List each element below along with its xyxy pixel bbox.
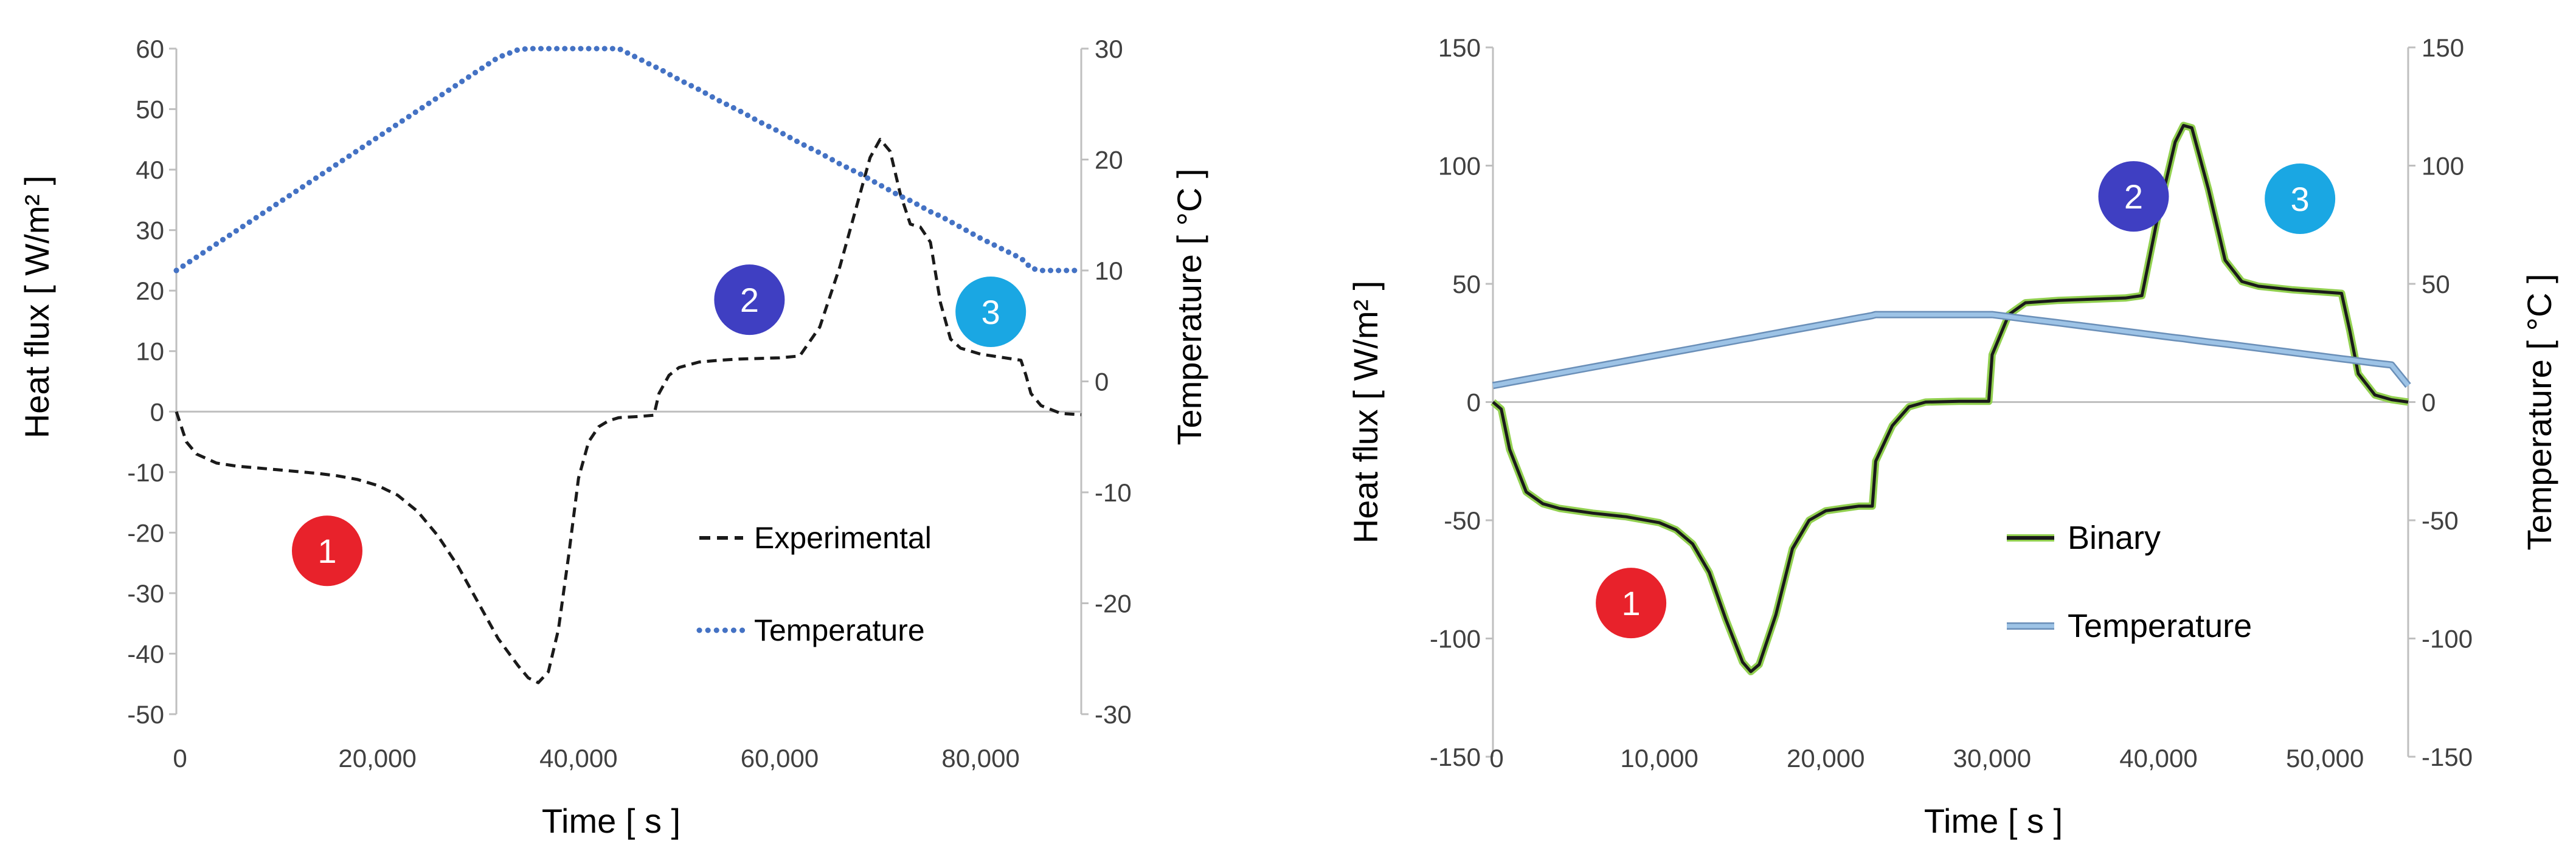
x-tick-label: 30,000: [1953, 744, 2031, 773]
legend-experimental-label: Experimental: [754, 521, 932, 555]
x-tick-label: 40,000: [539, 744, 617, 773]
right-y-tick-labels: -30 -20 -10 0 10 20 30: [1081, 35, 1132, 729]
y2-tick-label: 0: [1095, 368, 1109, 396]
y-tick-label: -150: [1430, 743, 1481, 771]
y-tick-label: -30: [127, 579, 164, 608]
x-tick-label: 0: [173, 744, 187, 773]
legend-temperature-label: Temperature: [754, 613, 925, 647]
x-tick-label: 0: [1489, 744, 1503, 773]
x-axis-label: Time [ s ]: [542, 802, 680, 840]
y2-tick-label: 50: [2422, 270, 2450, 298]
y-tick-label: -10: [127, 458, 164, 487]
y2-tick-label: 100: [2422, 152, 2464, 181]
y-tick-label: 30: [136, 216, 164, 245]
annotation-3-label: 3: [2291, 180, 2310, 218]
y2-tick-label: -20: [1095, 590, 1132, 618]
y2-axis-label: Temperature [ °C ]: [2520, 274, 2558, 551]
series-lines: [173, 46, 1084, 684]
y-tick-label: 20: [136, 277, 164, 305]
annotation-1-circle: [292, 515, 362, 587]
y-tick-label: 150: [1438, 33, 1481, 62]
y-axis-label: Heat flux [ W/m² ]: [1346, 281, 1385, 544]
x-tick-labels: 0 10,000 20,000 30,000 40,000 50,000: [1489, 744, 2364, 773]
x-tick-label: 20,000: [1787, 744, 1864, 773]
y-tick-label: 10: [136, 337, 164, 366]
x-tick-labels: 0 20,000 40,000 60,000 80,000: [173, 744, 1020, 773]
y2-tick-label: 20: [1095, 146, 1123, 174]
annotation-2-circle: [2098, 161, 2169, 232]
left-y-tick-labels: -150 -100 -50 0 50 100 150: [1430, 33, 1493, 771]
y-tick-label: -20: [127, 518, 164, 547]
y2-tick-label: -30: [1095, 700, 1132, 729]
y-tick-label: 0: [1467, 388, 1481, 417]
legend: Experimental Temperature: [696, 521, 932, 647]
annotation-2-circle: [714, 264, 785, 336]
y-tick-label: -40: [127, 639, 164, 668]
series-temperature-line: [173, 46, 1084, 274]
legend: Binary Temperature: [2007, 520, 2252, 644]
annotation-1-label: 1: [1622, 584, 1641, 622]
annotation-1-label: 1: [317, 532, 336, 570]
annotation-2-label: 2: [740, 281, 759, 319]
y2-tick-label: 150: [2422, 33, 2464, 62]
annotations: 1 2 3: [292, 264, 1027, 587]
legend-binary-label: Binary: [2068, 520, 2161, 556]
y-tick-label: -50: [127, 700, 164, 729]
annotation-1-circle: [1596, 568, 1667, 639]
x-tick-label: 60,000: [741, 744, 819, 773]
y2-tick-label: 30: [1095, 35, 1123, 63]
y-tick-label: -100: [1430, 625, 1481, 653]
y-tick-label: 50: [136, 95, 164, 124]
series-lines: [1491, 122, 2411, 675]
right-y-tick-labels: -150 -100 -50 0 50 100 150: [2408, 33, 2473, 771]
y2-tick-label: -100: [2422, 625, 2473, 653]
x-axis-label: Time [ s ]: [1924, 802, 2063, 840]
y-tick-label: 0: [150, 398, 164, 426]
y-tick-label: -50: [1444, 506, 1481, 535]
x-tick-label: 50,000: [2286, 744, 2364, 773]
legend-temperature-label: Temperature: [2068, 608, 2252, 644]
y-tick-label: 40: [136, 156, 164, 184]
x-tick-label: 10,000: [1620, 744, 1698, 773]
left-y-tick-labels: -50 -40 -30 -20 -10 0 10 20 30 40 50 60: [127, 35, 176, 729]
x-tick-label: 20,000: [338, 744, 416, 773]
annotation-3-label: 3: [982, 293, 1000, 331]
series-binary-line: [1492, 123, 2409, 673]
y-axis-label: Heat flux [ W/m² ]: [18, 176, 56, 439]
x-tick-label: 80,000: [941, 744, 1019, 773]
x-tick-label: 40,000: [2119, 744, 2197, 773]
y-tick-label: 50: [1452, 270, 1481, 298]
annotation-3-circle: [2265, 163, 2336, 234]
y2-tick-label: 0: [2422, 388, 2436, 417]
y-tick-label: 60: [136, 35, 164, 63]
series-temperature-line: [1492, 312, 2410, 388]
y2-tick-label: 10: [1095, 256, 1123, 285]
y-tick-label: 100: [1438, 152, 1481, 181]
annotations: 1 2 3: [1596, 161, 2336, 639]
annotation-2-label: 2: [2124, 177, 2143, 216]
annotation-3-circle: [955, 277, 1027, 348]
y2-tick-label: -150: [2422, 743, 2473, 771]
y2-axis-label: Temperature [ °C ]: [1170, 169, 1208, 446]
y2-tick-label: -10: [1095, 478, 1132, 507]
series-experimental-line: [175, 137, 1082, 684]
y2-tick-label: -50: [2422, 506, 2459, 535]
